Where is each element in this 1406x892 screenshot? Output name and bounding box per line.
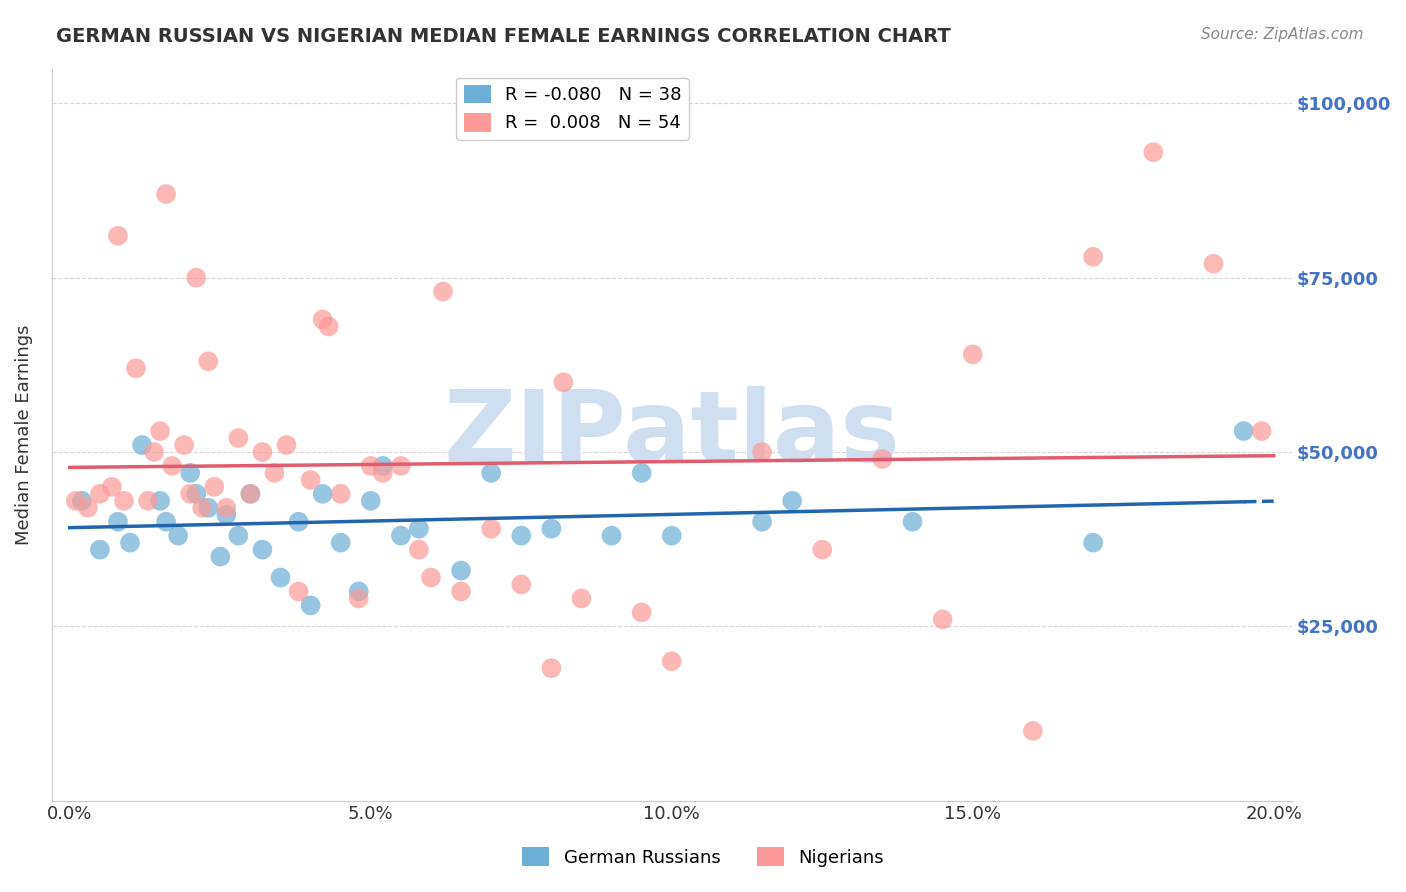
Point	[215, 500, 238, 515]
Point	[228, 529, 250, 543]
Point	[347, 591, 370, 606]
Point	[311, 487, 333, 501]
Point	[479, 522, 502, 536]
Point	[510, 577, 533, 591]
Point	[347, 584, 370, 599]
Point	[931, 612, 953, 626]
Point	[107, 515, 129, 529]
Point	[450, 564, 472, 578]
Point	[173, 438, 195, 452]
Point	[252, 445, 274, 459]
Point	[118, 535, 141, 549]
Point	[209, 549, 232, 564]
Point	[1081, 250, 1104, 264]
Point	[450, 584, 472, 599]
Point	[269, 570, 291, 584]
Point	[540, 522, 562, 536]
Point	[408, 542, 430, 557]
Point	[751, 445, 773, 459]
Point	[149, 424, 172, 438]
Point	[197, 354, 219, 368]
Point	[112, 493, 135, 508]
Text: ZIPatlas: ZIPatlas	[443, 386, 900, 483]
Point	[101, 480, 124, 494]
Point	[160, 458, 183, 473]
Text: GERMAN RUSSIAN VS NIGERIAN MEDIAN FEMALE EARNINGS CORRELATION CHART: GERMAN RUSSIAN VS NIGERIAN MEDIAN FEMALE…	[56, 27, 950, 45]
Point	[780, 493, 803, 508]
Point	[299, 473, 322, 487]
Point	[872, 452, 894, 467]
Point	[252, 542, 274, 557]
Point	[432, 285, 454, 299]
Point	[167, 529, 190, 543]
Point	[630, 606, 652, 620]
Point	[70, 493, 93, 508]
Point	[143, 445, 166, 459]
Point	[329, 535, 352, 549]
Point	[479, 466, 502, 480]
Point	[125, 361, 148, 376]
Point	[215, 508, 238, 522]
Point	[287, 515, 309, 529]
Point	[228, 431, 250, 445]
Point	[311, 312, 333, 326]
Point	[202, 480, 225, 494]
Point	[107, 228, 129, 243]
Point	[901, 515, 924, 529]
Point	[630, 466, 652, 480]
Y-axis label: Median Female Earnings: Median Female Earnings	[15, 325, 32, 545]
Point	[510, 529, 533, 543]
Point	[600, 529, 623, 543]
Point	[318, 319, 340, 334]
Point	[1022, 723, 1045, 738]
Point	[155, 187, 177, 202]
Point	[540, 661, 562, 675]
Point	[389, 529, 412, 543]
Point	[276, 438, 298, 452]
Point	[360, 458, 382, 473]
Legend: R = -0.080   N = 38, R =  0.008   N = 54: R = -0.080 N = 38, R = 0.008 N = 54	[457, 78, 689, 140]
Point	[360, 493, 382, 508]
Point	[1202, 257, 1225, 271]
Point	[962, 347, 984, 361]
Point	[149, 493, 172, 508]
Point	[371, 458, 394, 473]
Point	[76, 500, 98, 515]
Point	[89, 542, 111, 557]
Point	[89, 487, 111, 501]
Point	[65, 493, 87, 508]
Point	[239, 487, 262, 501]
Point	[131, 438, 153, 452]
Point	[571, 591, 593, 606]
Point	[287, 584, 309, 599]
Point	[553, 376, 575, 390]
Point	[1142, 145, 1164, 160]
Point	[197, 500, 219, 515]
Point	[263, 466, 285, 480]
Point	[191, 500, 214, 515]
Point	[299, 599, 322, 613]
Point	[1081, 535, 1104, 549]
Point	[389, 458, 412, 473]
Point	[186, 270, 208, 285]
Point	[186, 487, 208, 501]
Point	[1233, 424, 1256, 438]
Point	[661, 529, 683, 543]
Point	[811, 542, 834, 557]
Point	[661, 654, 683, 668]
Point	[239, 487, 262, 501]
Point	[408, 522, 430, 536]
Point	[136, 493, 159, 508]
Point	[179, 487, 201, 501]
Point	[179, 466, 201, 480]
Point	[1250, 424, 1272, 438]
Point	[371, 466, 394, 480]
Point	[751, 515, 773, 529]
Text: Source: ZipAtlas.com: Source: ZipAtlas.com	[1201, 27, 1364, 42]
Point	[329, 487, 352, 501]
Point	[420, 570, 443, 584]
Point	[155, 515, 177, 529]
Legend: German Russians, Nigerians: German Russians, Nigerians	[515, 840, 891, 874]
